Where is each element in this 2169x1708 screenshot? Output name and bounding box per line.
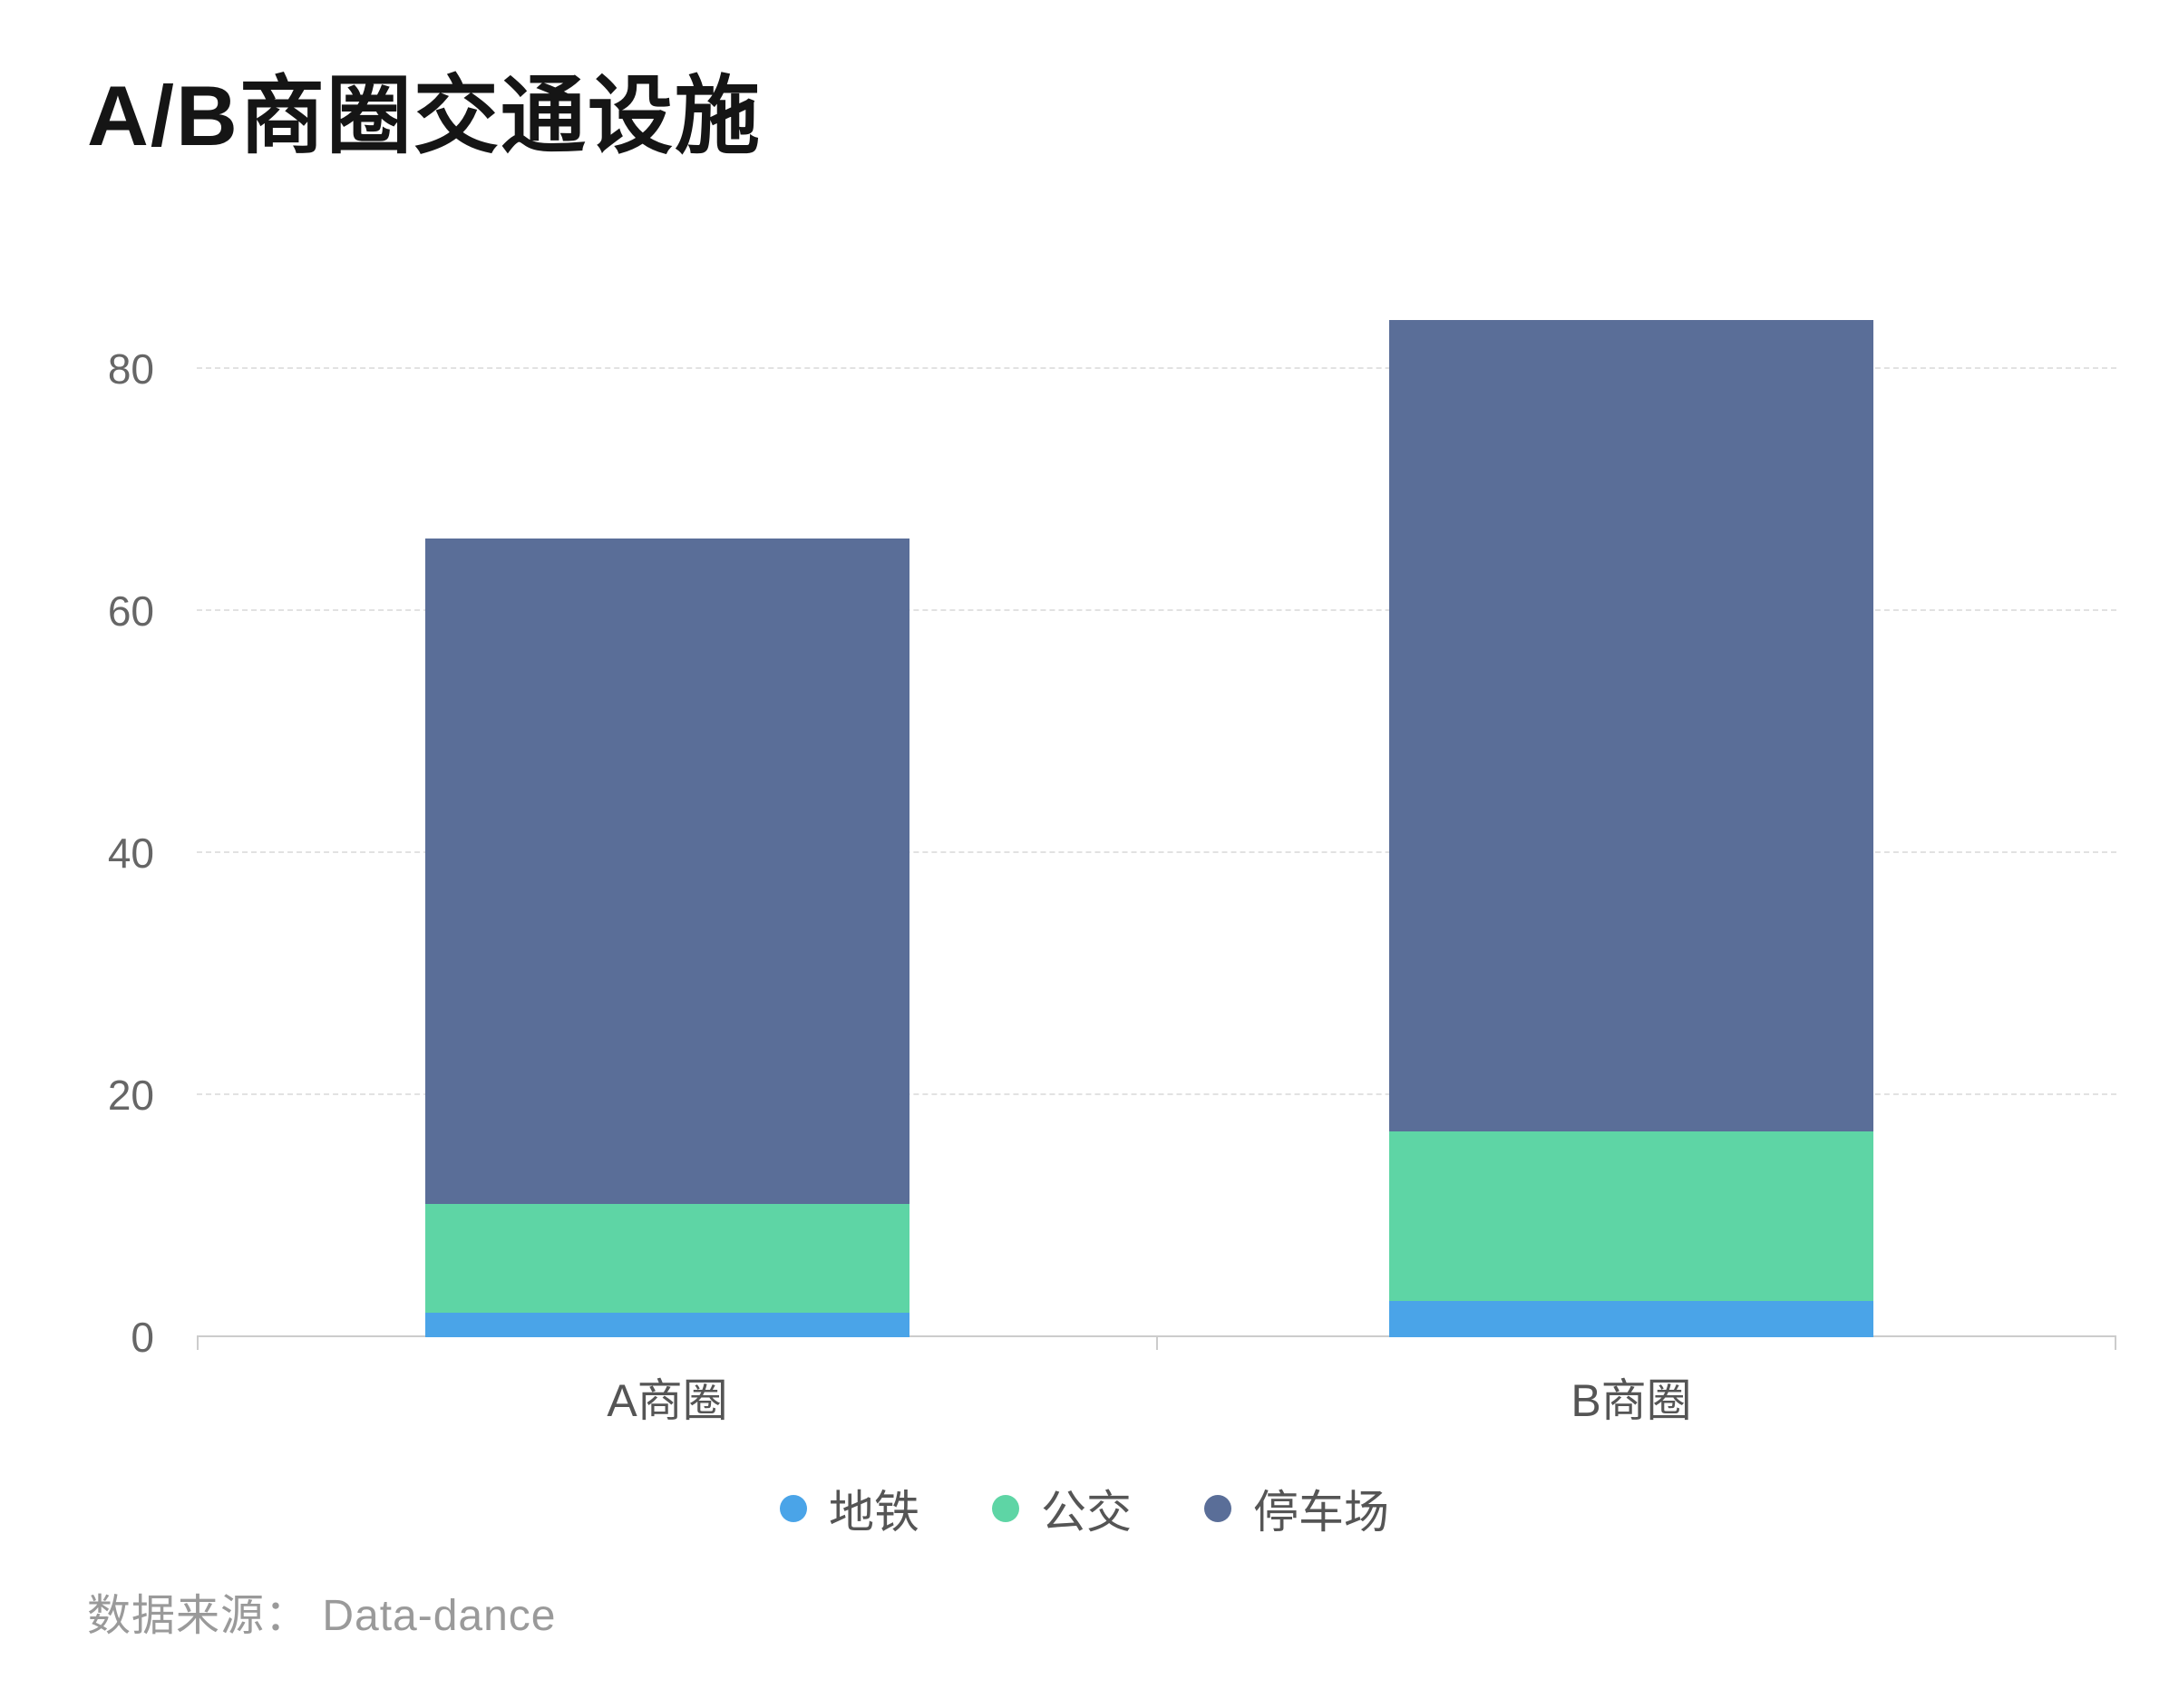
y-tick-label: 40 [107,830,154,877]
y-tick-label: 60 [107,587,154,635]
legend-item-subway[interactable]: 地铁 [780,1476,919,1541]
x-axis-line [197,1335,2116,1337]
bar-segment-停车场-A商圈[interactable] [425,538,909,1205]
legend-item-parking[interactable]: 停车场 [1204,1476,1389,1541]
subway-legend-dot-icon [780,1495,807,1522]
x-label-b: B商圈 [1571,1375,1692,1426]
gridline [197,609,2116,611]
axis-tick [197,1337,199,1350]
bar-segment-地铁-A商圈[interactable] [425,1313,909,1337]
plot-area [197,272,2116,1350]
source-note: 数据来源： Data-dance [87,1592,557,1640]
bar-segment-公交-A商圈[interactable] [425,1204,909,1314]
bars-layer [197,272,2116,1337]
legend-item-bus[interactable]: 公交 [992,1476,1132,1541]
y-tick-label: 0 [131,1314,154,1361]
bar-segment-地铁-B商圈[interactable] [1389,1300,1873,1337]
parking-legend-dot-icon [1204,1495,1231,1522]
gridline [197,367,2116,369]
bus-legend-dot-icon [992,1495,1019,1522]
y-tick-label: 20 [107,1072,154,1119]
axis-tick [1156,1337,1158,1350]
legend-label: 地铁 [829,1487,919,1538]
x-label-a: A商圈 [607,1375,728,1426]
y-tick-label: 80 [107,345,154,393]
chart-title: A/B商圈交通设施 [87,68,762,163]
legend: 地铁 公交 停车场 [0,1476,2169,1541]
legend-label: 公交 [1041,1487,1132,1538]
bar-segment-停车场-B商圈[interactable] [1389,320,1873,1132]
bar-segment-公交-B商圈[interactable] [1389,1131,1873,1301]
y-axis: 0 20 40 60 80 [36,272,154,1358]
legend-label: 停车场 [1253,1487,1389,1538]
gridline [197,851,2116,853]
x-axis-labels: A商圈 B商圈 [0,1364,2169,1428]
gridline [197,1093,2116,1095]
axis-tick [2115,1337,2116,1350]
